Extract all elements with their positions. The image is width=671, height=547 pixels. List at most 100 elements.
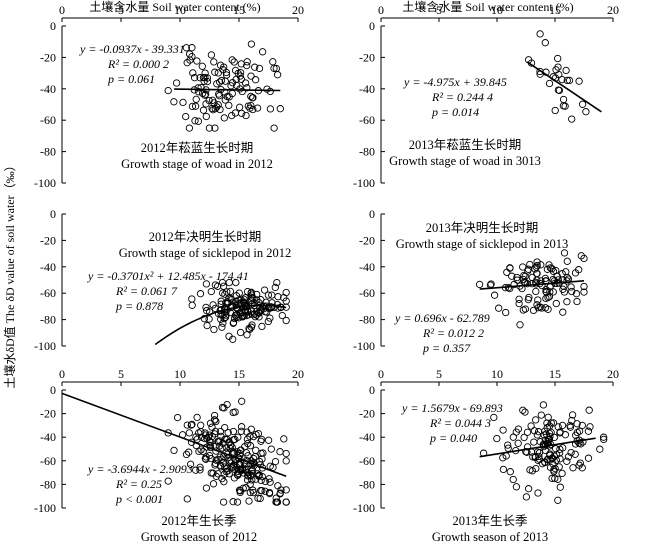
data-point (191, 117, 199, 125)
data-point (229, 335, 237, 343)
data-point (193, 435, 201, 443)
data-point (568, 115, 576, 123)
data-point (243, 58, 251, 66)
data-point (244, 439, 252, 448)
data-point (205, 431, 214, 439)
x-tick-label: 20 (292, 3, 304, 17)
x-tick-label: 5 (118, 367, 124, 381)
trend-line (174, 88, 281, 92)
data-point (528, 273, 536, 282)
data-point (514, 439, 522, 447)
panel-title-en: Growth stage of sicklepod in 2012 (119, 246, 292, 260)
data-point (490, 291, 499, 299)
y-tick-label: -100 (34, 176, 56, 190)
data-point (282, 486, 290, 494)
data-point (276, 105, 284, 113)
data-point (247, 288, 255, 296)
data-point (173, 413, 182, 422)
data-point (566, 423, 575, 431)
data-point (223, 465, 231, 473)
data-point (560, 249, 569, 257)
data-point (499, 426, 507, 434)
y-tick-label: 0 (50, 207, 56, 221)
panel-title-en: Growth season of 2012 (141, 530, 257, 544)
data-point (509, 475, 517, 484)
data-point (183, 495, 191, 503)
data-point (559, 308, 567, 316)
panel-title-en: Growth stage of sicklepod in 2013 (396, 237, 569, 251)
data-point (551, 474, 559, 483)
data-point (255, 64, 264, 73)
data-point (233, 313, 241, 321)
data-point (556, 429, 564, 437)
data-point (533, 431, 542, 439)
regression-equation: y = -0.0937x - 39.331 (79, 42, 185, 56)
top-axis-title-right: 土壤含水量 Soil water content (%) (402, 0, 573, 14)
data-point (206, 438, 215, 446)
x-tick-label: 0 (59, 367, 65, 381)
data-point (571, 269, 580, 277)
data-point (229, 427, 238, 436)
data-point (257, 476, 265, 485)
x-tick-label: 15 (549, 3, 561, 17)
data-point (224, 429, 232, 437)
data-point (186, 460, 195, 468)
y-tick-label: -40 (40, 430, 56, 444)
data-point (528, 467, 537, 475)
data-point (247, 425, 255, 433)
data-point (188, 420, 196, 429)
data-point (584, 454, 593, 462)
data-point (241, 79, 250, 87)
data-point (280, 435, 288, 443)
data-point (214, 282, 222, 290)
data-point (203, 443, 211, 451)
data-point (282, 288, 290, 297)
data-point (266, 314, 274, 322)
data-point (219, 65, 227, 74)
y-tick-label: -100 (353, 176, 375, 190)
y-tick-label: -80 (359, 313, 375, 327)
data-point (545, 79, 554, 88)
data-point (270, 124, 278, 132)
data-point (490, 413, 498, 422)
data-point (187, 421, 195, 429)
data-point (274, 293, 282, 301)
data-point (256, 486, 265, 495)
x-tick-label: 10 (174, 3, 186, 17)
data-point (568, 287, 576, 296)
data-point (220, 404, 228, 412)
y-tick-label: -100 (34, 501, 56, 515)
data-point (265, 489, 274, 498)
y-tick-label: 0 (50, 383, 56, 397)
data-point (562, 268, 570, 276)
data-point (527, 422, 535, 430)
data-point (183, 59, 191, 67)
x-tick-label: 15 (233, 367, 245, 381)
data-point (575, 77, 583, 85)
data-point (194, 88, 203, 96)
data-point (252, 446, 260, 454)
data-point (552, 66, 560, 74)
data-point (538, 281, 546, 290)
data-point (524, 485, 533, 493)
data-point (558, 75, 566, 84)
data-point (512, 483, 521, 491)
data-point (265, 475, 273, 483)
data-point (537, 411, 545, 419)
data-point (261, 487, 269, 495)
data-point (211, 68, 219, 76)
data-point (219, 459, 227, 467)
data-point (229, 318, 238, 327)
panel-title-en: Growth stage of woad in 3013 (389, 154, 541, 168)
data-point (199, 447, 207, 456)
panel-title-cn: 2013年决明生长时期 (426, 221, 539, 235)
data-point (182, 44, 191, 52)
data-point (194, 84, 202, 92)
data-point (246, 488, 254, 497)
data-point (210, 411, 219, 420)
regression-equation: y = 1.5679x - 69.893 (401, 401, 503, 415)
data-point (506, 468, 514, 476)
data-point (506, 264, 514, 272)
